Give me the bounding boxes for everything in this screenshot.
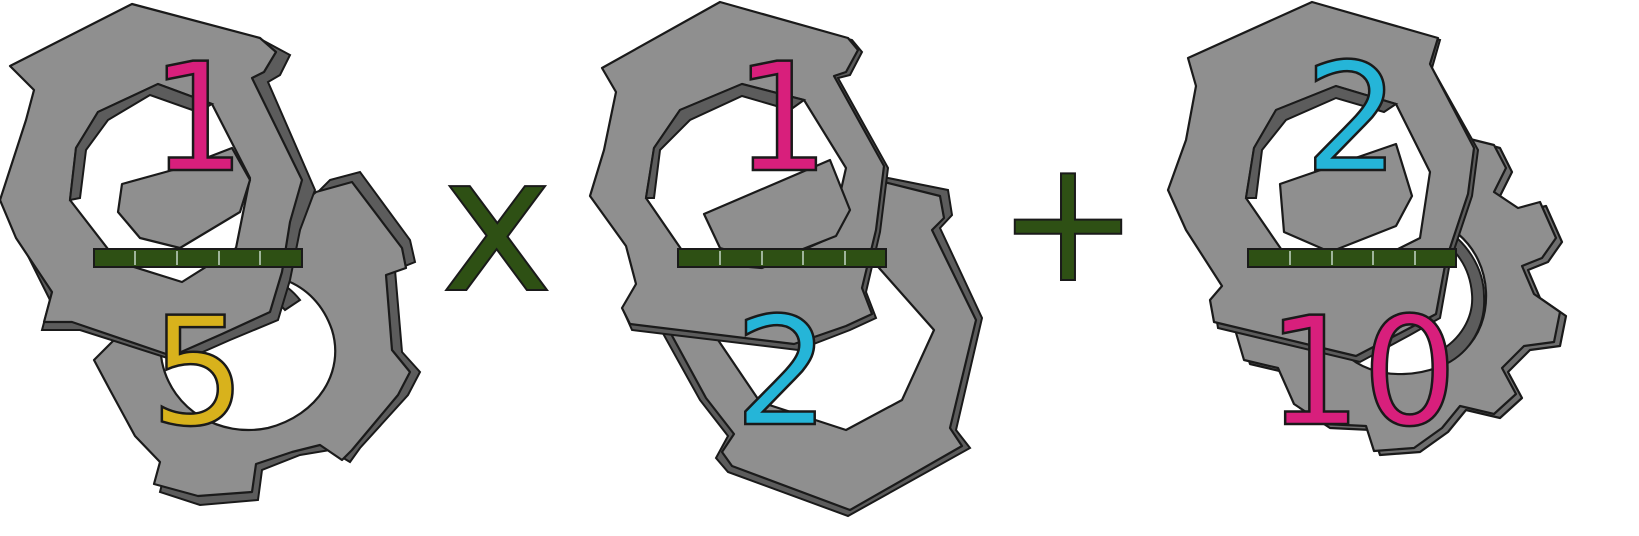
denominator-2: 2: [734, 286, 829, 460]
fraction-bar-1: [93, 248, 303, 268]
fraction-bar-2: [677, 248, 887, 268]
fraction-bar-3: [1247, 248, 1457, 268]
numerator-3: 2: [1304, 32, 1399, 206]
denominator-1: 5: [150, 286, 245, 460]
numerator-2: 1: [734, 32, 829, 206]
inner-fragment-1: [116, 146, 252, 250]
inner-fragment-3: [1278, 142, 1414, 254]
multiply-operator: x: [441, 114, 553, 335]
fraction-bar-fill: [677, 248, 887, 268]
fraction-bar-fill: [93, 248, 303, 268]
denominator-3: 10: [1267, 286, 1458, 460]
plus-operator: +: [997, 123, 1139, 321]
numerator-1: 1: [150, 32, 245, 206]
fraction-bar-fill: [1247, 248, 1457, 268]
